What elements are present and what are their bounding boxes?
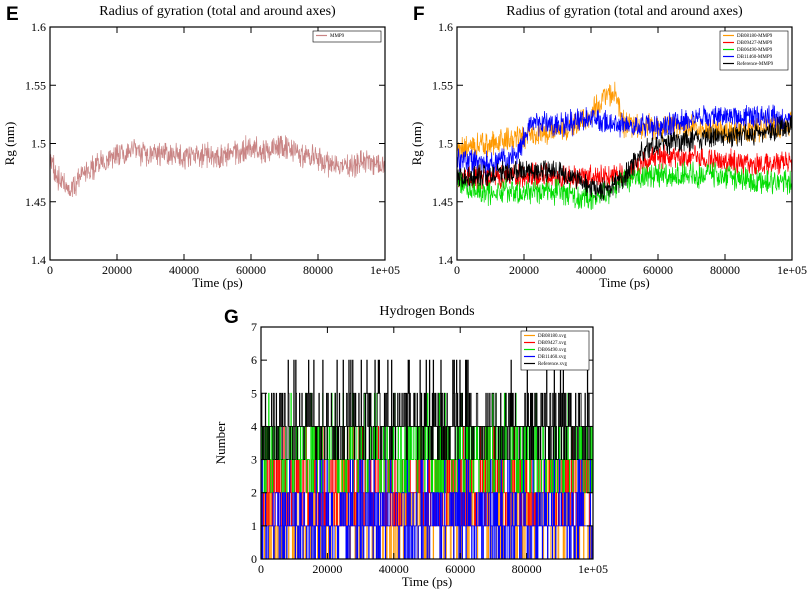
- x-tick-label: 1e+05: [370, 263, 400, 277]
- y-tick-label: 1.55: [25, 78, 46, 92]
- x-axis-label: Time (ps): [192, 275, 242, 290]
- plot-area: [261, 359, 593, 559]
- series-line: [457, 104, 792, 177]
- y-tick-label: 1.55: [432, 78, 453, 92]
- series-line: [457, 161, 792, 210]
- y-tick-label: 1.4: [31, 253, 46, 267]
- chart-panel-e: 0 20000 40000 60000 80000 1e+05 1.4 1.45 1.5 1.55…: [2, 4, 400, 290]
- plot-frame: [456, 26, 793, 261]
- legend-label: MMP9: [330, 34, 345, 39]
- x-axis-label: Time (ps): [599, 275, 649, 290]
- x-tick-label: 20000: [509, 263, 539, 277]
- y-tick-label: 1.5: [31, 137, 46, 151]
- x-tick-label: 0: [47, 263, 53, 277]
- plot-frame: [260, 326, 594, 560]
- x-tick-label: 80000: [303, 263, 333, 277]
- x-tick-label: 80000: [512, 562, 542, 576]
- legend-label: DB08180-MMP9: [737, 34, 773, 39]
- legend-label: DB09427-MMP9: [737, 41, 773, 46]
- legend-label: DB11460-MMP9: [737, 55, 773, 60]
- legend-label: DB06490-MMP9: [737, 48, 773, 53]
- chart-title: Radius of gyration (total and around axe…: [506, 4, 743, 19]
- panel-letter-g: G: [224, 307, 239, 328]
- y-axis-label: Rg (nm): [2, 122, 17, 166]
- legend-label: Reference-MMP9: [737, 62, 774, 67]
- chart-panel-f: 0 20000 40000 60000 80000 1e+05 1.4 1.45 1.5 1.55…: [409, 4, 807, 290]
- x-axis-label: Time (ps): [402, 574, 452, 589]
- plot-area: [50, 135, 385, 198]
- y-axis-label: Number: [213, 421, 228, 464]
- y-tick-label: 1.4: [438, 253, 453, 267]
- x-tick-label: 80000: [710, 263, 740, 277]
- y-tick-label: 1.5: [438, 137, 453, 151]
- legend-label: DB09427.xvg: [538, 341, 567, 346]
- x-tick-label: 40000: [576, 263, 606, 277]
- y-tick-label: 1: [251, 519, 257, 533]
- series-line: [457, 115, 792, 201]
- series-line: [50, 135, 385, 198]
- x-tick-label: 60000: [643, 263, 673, 277]
- chart-title: Radius of gyration (total and around axe…: [99, 4, 336, 19]
- chart-panel-g: 0 20000 40000 60000 80000 1e+05 0 1 2 3 4 5 6 7 Hydrog…: [213, 304, 608, 589]
- x-tick-label: 1e+05: [777, 263, 807, 277]
- y-tick-label: 1.6: [31, 20, 46, 34]
- y-axis-label: Rg (nm): [409, 122, 424, 166]
- legend-label: DB08180.xvg: [538, 334, 567, 339]
- legend-label: DB11460.xvg: [538, 355, 567, 360]
- plot-area: [457, 81, 792, 210]
- y-tick-label: 5: [251, 386, 257, 400]
- series-line: [261, 459, 593, 559]
- legend-label: DB06490.xvg: [538, 348, 567, 353]
- y-tick-label: 1.6: [438, 20, 453, 34]
- x-tick-label: 40000: [379, 562, 409, 576]
- series-line: [261, 359, 593, 460]
- legend-label: Reference.xvg: [538, 362, 568, 367]
- panel-letter-f: F: [413, 4, 425, 25]
- x-tick-label: 1e+05: [578, 562, 608, 576]
- x-tick-label: 0: [258, 562, 264, 576]
- y-tick-label: 1.45: [25, 195, 46, 209]
- x-tick-label: 60000: [445, 562, 475, 576]
- y-tick-label: 1.45: [432, 195, 453, 209]
- y-tick-label: 3: [251, 453, 257, 467]
- y-tick-label: 6: [251, 353, 257, 367]
- chart-title: Hydrogen Bonds: [379, 304, 474, 319]
- plot-frame: [49, 26, 386, 261]
- panel-letter-e: E: [6, 4, 19, 25]
- x-tick-label: 20000: [312, 562, 342, 576]
- x-tick-label: 40000: [169, 263, 199, 277]
- y-tick-label: 7: [251, 320, 257, 334]
- x-tick-label: 20000: [102, 263, 132, 277]
- x-tick-label: 60000: [236, 263, 266, 277]
- y-tick-label: 2: [251, 486, 257, 500]
- y-tick-label: 4: [251, 419, 257, 433]
- legend-box: [312, 30, 382, 43]
- y-tick-label: 0: [251, 552, 257, 566]
- x-tick-label: 0: [454, 263, 460, 277]
